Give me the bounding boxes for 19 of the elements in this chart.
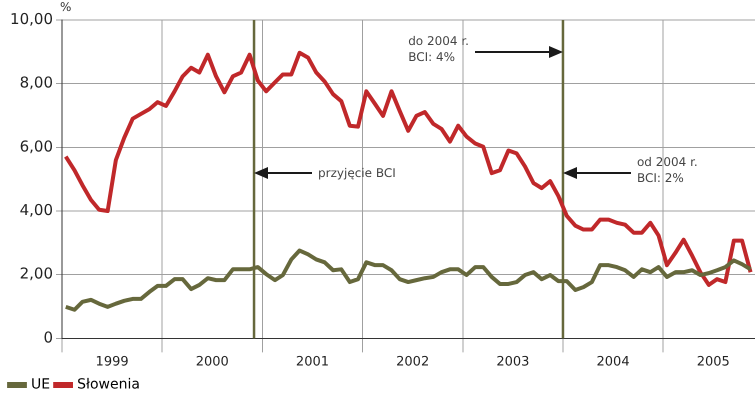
y-axis-title: % — [60, 0, 72, 14]
y-tick-label: 2,00 — [20, 264, 53, 283]
x-tick-label: 2003 — [496, 354, 530, 370]
y-tick-label: 10,00 — [10, 10, 53, 28]
annotation: do 2004 r. BCI: 4% — [408, 32, 469, 65]
x-tick-label: 2002 — [396, 354, 430, 370]
x-tick-label: 2001 — [296, 354, 330, 370]
y-tick-label: 4,00 — [20, 200, 53, 219]
x-tick-label: 2004 — [596, 354, 630, 370]
y-tick-label: 8,00 — [20, 74, 53, 92]
legend-label: Słowenia — [77, 376, 140, 393]
legend-label: UE — [31, 376, 50, 393]
x-tick-label: 1999 — [96, 354, 129, 370]
y-tick-label: 0 — [43, 328, 53, 346]
annotation: od 2004 r. BCI: 2% — [636, 154, 698, 186]
x-tick-label: 2005 — [696, 354, 730, 370]
annotation: przyjęcie BCI — [318, 164, 396, 181]
y-tick-label: 6,00 — [20, 137, 53, 156]
x-tick-label: 2000 — [196, 354, 229, 370]
